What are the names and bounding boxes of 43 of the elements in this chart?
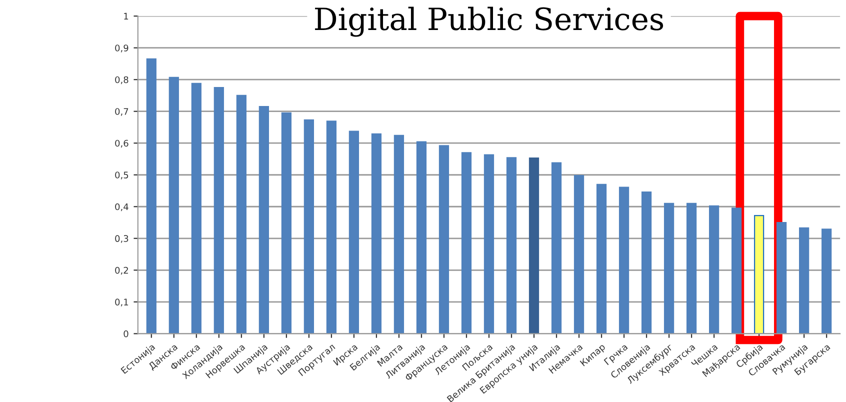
bar: [461, 152, 472, 334]
y-tick-label: 0,8: [115, 76, 128, 84]
y-tick-label: 0,2: [115, 266, 128, 275]
bar: [574, 174, 584, 334]
bar: [236, 94, 246, 334]
bar: [348, 130, 360, 334]
bar: [528, 157, 540, 334]
bar: [146, 58, 156, 334]
bar: [776, 222, 787, 334]
bar: [596, 184, 607, 334]
y-tick-label: 0,1: [115, 298, 128, 306]
bar: [281, 112, 292, 334]
bar: [304, 119, 314, 334]
bar: [708, 205, 720, 334]
bar: [214, 86, 224, 334]
bar: [394, 134, 404, 334]
y-tick-label: 0,4: [115, 203, 128, 212]
bar: [371, 133, 382, 334]
y-tick-label: 0,9: [115, 44, 128, 52]
y-tick-label: 0: [124, 330, 128, 338]
bar: [799, 227, 810, 334]
bar: [731, 208, 742, 334]
bar: [618, 186, 630, 334]
bar: [754, 214, 764, 334]
bar: [641, 191, 652, 334]
bar: [258, 106, 269, 334]
bar: [191, 82, 202, 334]
bar: [416, 141, 427, 334]
bar: [551, 162, 562, 334]
bar: [664, 202, 674, 334]
bar: [168, 76, 179, 334]
bar: [822, 228, 832, 334]
y-tick-label: 0,6: [115, 140, 128, 148]
bar: [326, 120, 337, 334]
bar: [686, 202, 697, 334]
bar: [484, 154, 494, 334]
y-tick-label: 0,7: [115, 108, 128, 116]
bar: [438, 145, 450, 334]
y-tick-label: 0,5: [115, 172, 128, 180]
bar: [506, 157, 517, 334]
y-tick-label: 0,3: [115, 235, 128, 243]
chart-title: Digital Public Services: [315, 6, 664, 37]
y-tick-label: 1: [124, 12, 128, 20]
